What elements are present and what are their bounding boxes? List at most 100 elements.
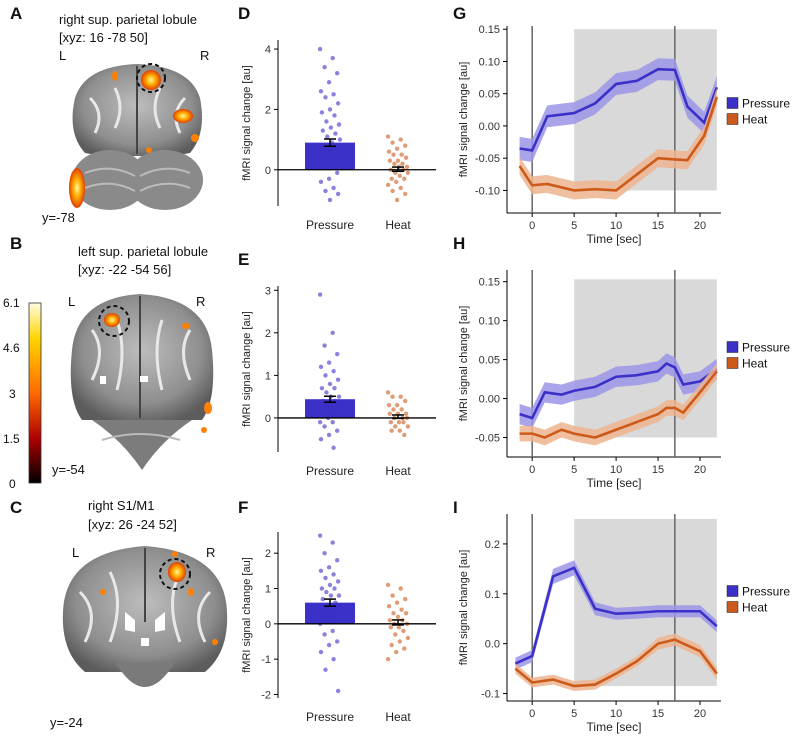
data-point: [393, 632, 398, 637]
data-point: [393, 424, 398, 429]
x-tick-label: 10: [610, 708, 622, 720]
panel-label-f: F: [238, 498, 249, 517]
data-point: [404, 164, 410, 169]
data-point: [326, 360, 332, 365]
data-point: [330, 55, 335, 61]
data-point: [329, 407, 334, 412]
data-point: [320, 398, 325, 404]
data-point: [398, 586, 403, 591]
x-tick-label: 0: [529, 220, 535, 232]
data-point: [405, 170, 411, 175]
data-point: [390, 140, 395, 145]
data-point: [390, 394, 395, 399]
data-point: [326, 80, 332, 85]
brain-a-title: right sup. parietal lobule: [59, 12, 198, 27]
data-point: [405, 424, 411, 429]
data-point: [387, 158, 393, 163]
data-point: [323, 373, 328, 378]
x-tick-label: 10: [610, 464, 622, 476]
data-point: [317, 46, 323, 52]
y-tick-label: -2: [261, 689, 271, 701]
x-tick-label: Heat: [385, 464, 411, 478]
data-point: [319, 385, 325, 391]
data-point: [397, 428, 402, 433]
brain-a-slice: y=-78: [42, 210, 75, 225]
colorbar-tick-min: 0: [9, 477, 16, 491]
data-point: [337, 402, 343, 408]
y-tick-label: -0.05: [475, 153, 500, 165]
data-point: [403, 411, 409, 416]
x-tick-label: 20: [694, 220, 706, 232]
data-point: [327, 197, 333, 203]
y-tick-label: 0.05: [479, 355, 500, 367]
data-point: [335, 170, 340, 175]
data-point: [318, 649, 324, 655]
x-axis-label: Time [sec]: [587, 720, 642, 734]
data-point: [318, 364, 324, 370]
data-point: [398, 137, 403, 142]
data-point: [397, 639, 402, 644]
data-point: [387, 618, 393, 623]
data-point: [326, 618, 331, 623]
brain-c-image: [62, 546, 228, 687]
y-tick-label: 2: [265, 328, 271, 340]
brain-c-coords: [xyz: 26 -24 52]: [88, 517, 177, 532]
x-tick-label: Heat: [385, 710, 411, 724]
data-point: [399, 152, 404, 157]
x-axis-label: Time [sec]: [587, 232, 642, 246]
data-point: [322, 64, 327, 70]
data-point: [336, 593, 342, 598]
data-point: [385, 134, 391, 139]
data-point: [334, 614, 339, 619]
data-point: [394, 649, 399, 655]
data-point: [334, 411, 339, 416]
data-point: [320, 128, 325, 133]
data-point: [332, 385, 337, 391]
data-point: [335, 639, 340, 644]
brain-b-slice: y=-54: [52, 462, 85, 477]
legend-swatch: [726, 97, 739, 109]
chart-g: -0.10 -0.05 0.00 0.05 0.10 0.15 0 5 10 15 20 Time […: [458, 24, 790, 246]
data-point: [396, 420, 402, 425]
legend-label: Heat: [742, 601, 768, 615]
data-point: [331, 185, 336, 191]
x-axis-label: Time [sec]: [587, 476, 642, 490]
y-axis-label: fMRI signal change [au]: [458, 62, 470, 178]
data-point: [329, 607, 334, 612]
brain-b-title: left sup. parietal lobule: [78, 244, 209, 259]
y-axis-label: fMRI signal change [au]: [241, 311, 253, 427]
y-tick-label: 3: [265, 285, 271, 297]
data-point: [324, 390, 329, 395]
data-point: [403, 596, 408, 602]
data-point: [318, 437, 324, 442]
data-point: [332, 586, 337, 591]
panel-label-e: E: [238, 250, 250, 269]
chart-i: -0.1 0.0 0.1 0.2 0 5 10 15 20 Time [sec] fMRI sign…: [458, 514, 790, 734]
data-point: [320, 596, 325, 602]
y-tick-label: 0.05: [479, 89, 500, 101]
data-point: [335, 71, 340, 76]
data-point: [392, 161, 397, 166]
y-tick-label: 0.00: [479, 394, 500, 406]
data-point: [388, 625, 393, 630]
data-point: [317, 292, 323, 297]
panel-label-h: H: [453, 234, 466, 253]
y-axis-label: fMRI signal change [au]: [241, 65, 253, 181]
data-point: [391, 611, 396, 616]
data-point: [335, 558, 340, 563]
colorbar-tick: 1.5: [3, 432, 20, 446]
data-point: [318, 89, 324, 94]
data-point: [336, 122, 342, 127]
data-point: [395, 158, 401, 163]
data-point: [335, 428, 340, 433]
data-point: [385, 390, 391, 395]
data-point: [321, 611, 326, 616]
data-point: [387, 411, 393, 416]
x-tick-label: Pressure: [306, 464, 354, 478]
brain-c-right-label: R: [206, 545, 216, 560]
x-tick-label: 5: [571, 464, 577, 476]
data-point: [398, 185, 403, 191]
series-line: [514, 566, 718, 665]
brain-b-image: [70, 294, 214, 470]
data-point: [402, 432, 407, 438]
